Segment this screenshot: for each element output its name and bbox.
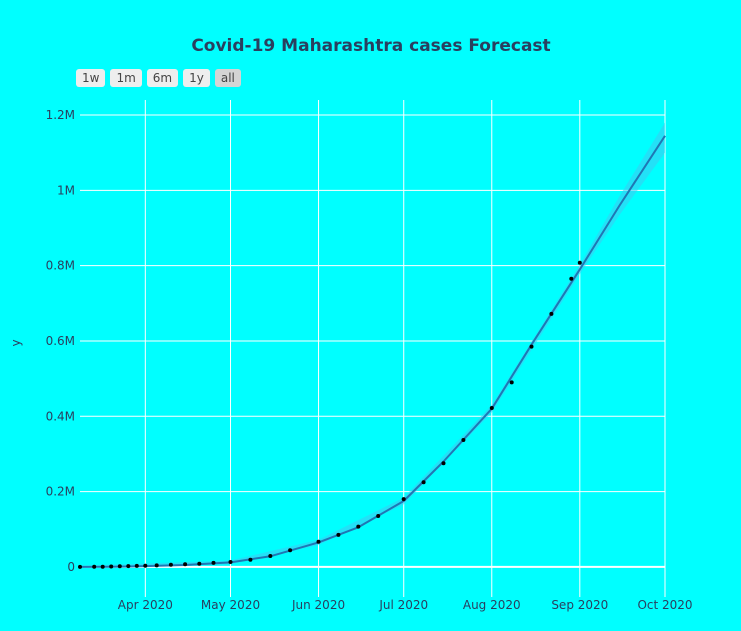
actual-data-point (336, 532, 341, 537)
chart-title: Covid-19 Maharashtra cases Forecast (191, 36, 550, 56)
x-tick-label: Apr 2020 (118, 598, 173, 612)
y-tick-label: 0.2M (46, 485, 75, 499)
x-axis-ticks: Apr 2020 May 2020 Jun 2020 Jul 2020 Aug 2020… (118, 598, 693, 612)
actual-data-point (143, 563, 148, 568)
x-tick-label: Sep 2020 (551, 598, 608, 612)
actual-data-point (211, 560, 216, 565)
actual-data-point (529, 344, 534, 349)
forecast-line (79, 135, 666, 568)
x-tick-label: Aug 2020 (463, 598, 521, 612)
forecast-line-layer (79, 135, 666, 568)
actual-data-point (154, 563, 159, 568)
x-tick-label: Jun 2020 (291, 598, 345, 612)
actual-data-point (183, 562, 188, 567)
uncertainty-band-layer (80, 122, 665, 569)
actual-data-point (549, 311, 554, 316)
range-selector: 1w 1m 6m 1y all (76, 69, 241, 87)
actual-data-point (509, 380, 514, 385)
actual-data-point (461, 438, 466, 442)
actual-data-point (168, 562, 173, 567)
y-tick-label: 0.6M (46, 334, 75, 348)
actual-data-point (117, 564, 122, 569)
x-tick-label: Oct 2020 (637, 598, 692, 612)
actual-data-point (288, 548, 293, 553)
range-button-1m[interactable]: 1m (110, 69, 142, 87)
actual-data-point (356, 524, 361, 529)
range-button-1y[interactable]: 1y (183, 69, 210, 87)
actual-data-point (268, 554, 273, 558)
actual-data-point (197, 561, 202, 566)
actual-data-point (109, 564, 114, 569)
actual-data-point (489, 406, 494, 410)
actual-points-layer (78, 260, 582, 569)
actual-data-point (376, 514, 381, 518)
y-tick-label: 1.2M (46, 108, 75, 122)
actual-data-point (100, 564, 105, 569)
range-button-6m[interactable]: 6m (146, 69, 179, 87)
range-button-1w[interactable]: 1w (76, 69, 106, 87)
y-tick-label: 0.4M (46, 409, 75, 423)
actual-data-point (577, 260, 582, 265)
uncertainty-band (80, 122, 665, 569)
actual-data-point (401, 497, 406, 502)
actual-data-point (78, 564, 82, 569)
y-axis-ticks: 0 0.2M 0.4M 0.6M 0.8M 1M 1.2M (46, 108, 75, 574)
actual-data-point (569, 276, 574, 281)
actual-data-point (126, 564, 131, 569)
x-tick-label: May 2020 (201, 598, 260, 612)
actual-data-point (92, 564, 97, 569)
actual-data-point (248, 557, 253, 562)
range-button-all[interactable]: all (214, 69, 241, 87)
y-tick-label: 0 (67, 560, 75, 574)
actual-data-point (134, 563, 139, 568)
y-axis-title: y (9, 339, 23, 346)
x-tick-label: Jul 2020 (378, 598, 428, 612)
y-tick-label: 0.8M (46, 259, 75, 273)
actual-data-point (228, 560, 233, 564)
actual-data-point (441, 461, 446, 466)
grid (80, 100, 666, 597)
actual-data-point (316, 539, 321, 544)
actual-data-point (421, 480, 426, 485)
y-tick-label: 1M (57, 183, 75, 197)
